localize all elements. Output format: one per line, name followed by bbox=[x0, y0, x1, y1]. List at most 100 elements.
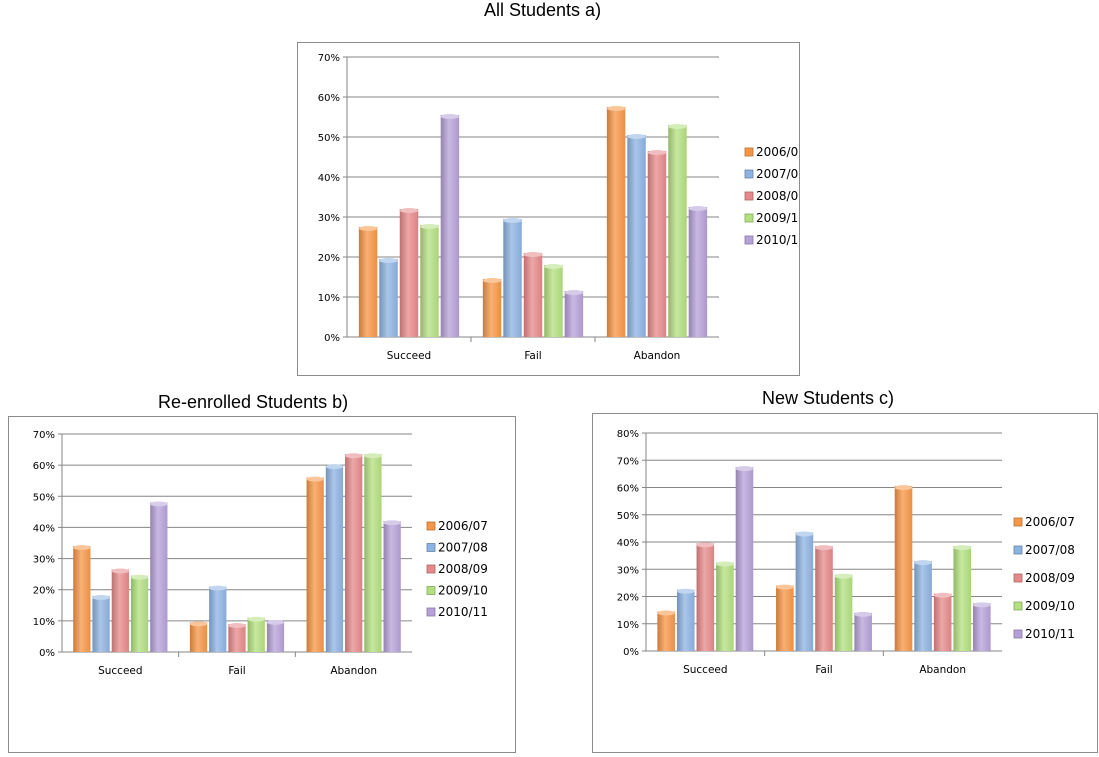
y-tick-label: 10% bbox=[617, 620, 639, 631]
legend-swatch bbox=[744, 191, 754, 201]
bar-cap bbox=[696, 542, 715, 548]
legend-label: 2006/07 bbox=[438, 519, 488, 533]
legend-label: 2007/08 bbox=[438, 541, 488, 555]
bar-cap bbox=[325, 464, 344, 470]
bar-cap bbox=[358, 226, 378, 231]
chart-a-svg: 0% 10% 20% 30% 40% 50% 60% 70% Succeed Fail Abando… bbox=[318, 53, 806, 362]
legend-swatch bbox=[1013, 629, 1023, 639]
bar-cap bbox=[716, 561, 734, 567]
bar-2007-08-abandon bbox=[627, 135, 646, 337]
y-tick-label: 80% bbox=[617, 429, 639, 440]
bar-2006-07-succeed bbox=[73, 546, 91, 652]
bar-cap bbox=[688, 206, 708, 211]
legend-label: 2010/11 bbox=[756, 233, 799, 247]
bar-2010-11-fail bbox=[266, 620, 285, 652]
bar-2006-07-succeed bbox=[358, 227, 378, 337]
bar-cap bbox=[364, 453, 382, 459]
bar-2009-10-abandon bbox=[953, 546, 972, 651]
bar-2007-08-abandon bbox=[325, 465, 344, 652]
bar-cap bbox=[482, 278, 502, 283]
y-tick-label: 0% bbox=[324, 333, 340, 344]
bar-cap bbox=[420, 224, 439, 229]
chart-c-title: New Students c) bbox=[762, 388, 895, 408]
y-tick-label: 0% bbox=[39, 648, 55, 659]
legend-label: 2006/07 bbox=[756, 145, 799, 159]
y-tick-label: 20% bbox=[617, 593, 639, 604]
legend-swatch bbox=[426, 521, 436, 531]
x-tick-label: Fail bbox=[524, 350, 541, 362]
bar-2007-08-fail bbox=[503, 219, 522, 337]
bar-cap bbox=[523, 252, 543, 257]
legend-swatch bbox=[426, 564, 436, 574]
bar-2006-07-abandon bbox=[606, 107, 626, 337]
bar-2007-08-fail bbox=[795, 532, 814, 651]
legend-label: 2009/10 bbox=[438, 584, 488, 598]
y-tick-label: 50% bbox=[318, 133, 340, 144]
bar-2009-10-succeed bbox=[716, 562, 734, 651]
x-tick-label: Succeed bbox=[683, 664, 727, 676]
bar-cap bbox=[247, 616, 265, 622]
y-tick-label: 50% bbox=[33, 492, 55, 503]
bar-2007-08-succeed bbox=[92, 595, 110, 652]
bar-cap bbox=[795, 531, 814, 537]
legend-label: 2010/11 bbox=[438, 605, 488, 619]
legend-swatch bbox=[1013, 601, 1023, 611]
legend-swatch bbox=[744, 235, 754, 245]
legend-label: 2008/09 bbox=[438, 562, 488, 576]
bar-cap bbox=[345, 453, 363, 459]
legend-label: 2008/09 bbox=[1025, 571, 1075, 585]
bar-cap bbox=[894, 485, 913, 491]
bar-2010-11-succeed bbox=[440, 115, 460, 337]
x-tick-label: Abandon bbox=[330, 665, 377, 677]
bar-2009-10-fail bbox=[834, 574, 853, 651]
y-tick-label: 40% bbox=[33, 523, 55, 534]
bar-2007-08-abandon bbox=[914, 561, 932, 651]
bar-2007-08-succeed bbox=[379, 259, 398, 337]
x-tick-label: Fail bbox=[815, 664, 832, 676]
legend-label: 2007/08 bbox=[756, 167, 799, 181]
chart-c-panel: 0% 10% 20% 30% 40% 50% 60% 70% 80% Succeed Fail Aba… bbox=[592, 413, 1098, 753]
bar-cap bbox=[776, 584, 794, 590]
legend-label: 2009/10 bbox=[1025, 599, 1075, 613]
bar-2010-11-fail bbox=[854, 612, 872, 651]
y-tick-label: 30% bbox=[617, 565, 639, 576]
bar-2009-10-succeed bbox=[420, 225, 439, 337]
legend-swatch bbox=[1013, 573, 1023, 583]
y-tick-label: 30% bbox=[318, 213, 340, 224]
y-tick-label: 40% bbox=[318, 173, 340, 184]
y-tick-label: 0% bbox=[623, 647, 639, 658]
legend-swatch bbox=[426, 543, 436, 552]
y-tick-label: 70% bbox=[318, 53, 340, 64]
x-tick-label: Succeed bbox=[387, 350, 431, 362]
bar-2010-11-abandon bbox=[383, 521, 401, 652]
bar-cap bbox=[399, 208, 419, 213]
y-tick-label: 50% bbox=[617, 511, 639, 522]
bar-cap bbox=[440, 114, 460, 119]
legend-swatch bbox=[426, 586, 436, 595]
bar-2009-10-fail bbox=[544, 265, 563, 337]
bar-cap bbox=[130, 574, 149, 580]
bar-2006-07-fail bbox=[482, 279, 502, 337]
bar-2006-07-abandon bbox=[306, 477, 324, 652]
y-tick-label: 40% bbox=[617, 538, 639, 549]
bar-cap bbox=[854, 611, 872, 617]
bar-2008-09-abandon bbox=[647, 151, 667, 337]
bar-2008-09-succeed bbox=[111, 569, 129, 652]
bar-cap bbox=[953, 545, 972, 551]
bar-cap bbox=[383, 520, 401, 526]
bar-2010-11-fail bbox=[564, 291, 584, 337]
legend-swatch bbox=[1013, 517, 1023, 527]
bar-cap bbox=[92, 594, 110, 600]
bar-2008-09-abandon bbox=[345, 454, 363, 652]
legend-label: 2009/10 bbox=[756, 211, 799, 225]
legend-label: 2006/07 bbox=[1025, 515, 1075, 529]
bar-cap bbox=[150, 501, 168, 507]
bar-2009-10-succeed bbox=[130, 575, 149, 652]
chart-c-svg: 0% 10% 20% 30% 40% 50% 60% 70% 80% Succeed Fail Aba… bbox=[617, 429, 1075, 676]
bar-cap bbox=[627, 134, 646, 139]
bar-cap bbox=[544, 264, 563, 269]
bar-2008-09-succeed bbox=[399, 209, 419, 337]
x-tick-label: Abandon bbox=[919, 664, 966, 676]
x-tick-label: Fail bbox=[228, 665, 245, 677]
y-tick-label: 20% bbox=[318, 253, 340, 264]
